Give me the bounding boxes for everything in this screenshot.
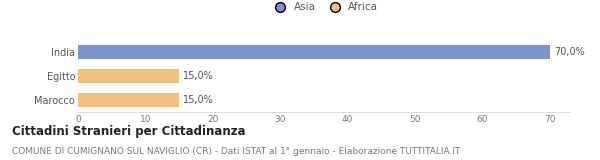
Text: 70,0%: 70,0% <box>554 47 584 57</box>
Bar <box>78 69 179 83</box>
Text: 15,0%: 15,0% <box>183 95 214 105</box>
Bar <box>78 93 179 107</box>
Text: Cittadini Stranieri per Cittadinanza: Cittadini Stranieri per Cittadinanza <box>12 125 245 138</box>
Text: 15,0%: 15,0% <box>183 71 214 81</box>
Legend: Asia, Africa: Asia, Africa <box>266 0 382 16</box>
Text: COMUNE DI CUMIGNANO SUL NAVIGLIO (CR) - Dati ISTAT al 1° gennaio - Elaborazione : COMUNE DI CUMIGNANO SUL NAVIGLIO (CR) - … <box>12 147 460 156</box>
Bar <box>78 45 550 59</box>
